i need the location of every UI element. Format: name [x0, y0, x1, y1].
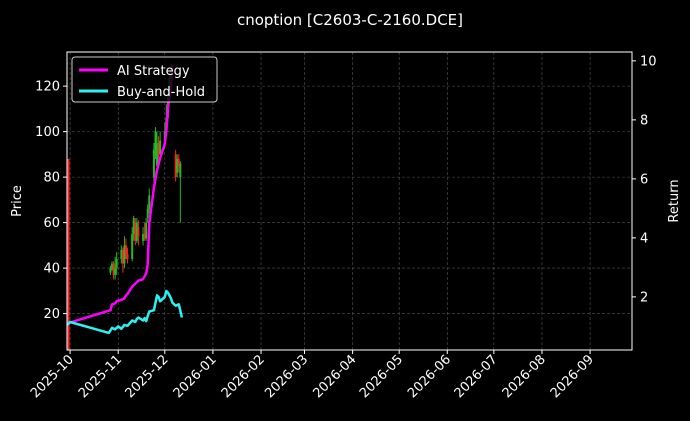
- candle-body: [131, 233, 134, 260]
- y-tick-label: 40: [43, 262, 60, 277]
- candle-body: [134, 222, 137, 241]
- x-tick-label: 2026-06: [405, 352, 454, 401]
- y2-tick-label: 4: [640, 231, 648, 246]
- y-axis-right: 2 4 6 8 10: [632, 54, 657, 305]
- candle-body: [143, 233, 146, 239]
- candle-body: [179, 163, 182, 178]
- candle-body: [135, 222, 138, 241]
- candle-body: [152, 149, 155, 178]
- candle-body: [114, 268, 117, 275]
- y2-tick-label: 6: [640, 172, 648, 187]
- candle-body: [159, 140, 162, 155]
- candle-body: [123, 245, 126, 264]
- x-tick-label: 2025-12: [123, 352, 172, 401]
- candle-body: [111, 263, 114, 269]
- candle-body: [137, 227, 140, 237]
- y-tick-label: 120: [35, 80, 60, 95]
- x-tick-label: 2026-03: [262, 352, 311, 401]
- legend-box: [71, 56, 218, 103]
- candle-body: [156, 142, 159, 166]
- x-tick-label: 2026-08: [500, 352, 549, 401]
- x-tick-label: 2026-09: [548, 352, 597, 401]
- candle-body: [112, 263, 115, 275]
- candle-body: [154, 131, 157, 150]
- candle-body: [176, 158, 179, 173]
- candle-body: [157, 142, 160, 155]
- x-tick-label: 2026-04: [310, 352, 359, 401]
- y-tick-label: 20: [43, 307, 60, 322]
- candle-body: [132, 218, 135, 234]
- y-axis-left: 20 40 60 80 100 120: [35, 80, 67, 322]
- candle-body: [124, 245, 127, 255]
- y2-tick-label: 2: [640, 290, 648, 305]
- x-tick-label: 2026-01: [171, 352, 220, 401]
- y-tick-label: 80: [43, 171, 60, 186]
- grid: [67, 52, 632, 350]
- candle-body: [148, 195, 151, 209]
- candle-body: [146, 208, 149, 219]
- candlesticks: [67, 63, 182, 350]
- y-tick-label: 60: [43, 216, 60, 231]
- x-tick-label: 2025-10: [28, 352, 77, 401]
- y-tick-label: 100: [35, 125, 60, 140]
- x-tick-label: 2026-02: [219, 352, 268, 401]
- plot-frame: [66, 51, 633, 351]
- candle-body: [67, 158, 70, 350]
- chart-title: cnoption [C2603-C-2160.DCE]: [237, 11, 463, 29]
- series-line-0: [66, 65, 174, 325]
- candle-body: [126, 254, 129, 260]
- candle-body: [109, 268, 112, 273]
- candle-body: [121, 249, 124, 264]
- candle-body: [145, 222, 148, 239]
- candle-body: [177, 158, 180, 166]
- legend: AI Strategy Buy-and-Hold: [71, 56, 218, 103]
- candle-body: [174, 154, 177, 178]
- y2-tick-label: 10: [640, 54, 657, 69]
- x-tick-label: 2025-11: [76, 352, 125, 401]
- legend-label-ai-strategy: AI Strategy: [117, 64, 190, 79]
- candle-body: [120, 249, 123, 260]
- x-tick-label: 2026-05: [357, 352, 406, 401]
- legend-label-buy-and-hold: Buy-and-Hold: [117, 85, 205, 100]
- candle-body: [142, 233, 145, 241]
- series-lines: [66, 65, 184, 335]
- y2-axis-label: Return: [667, 179, 682, 222]
- candle-body: [115, 259, 118, 269]
- y2-tick-label: 8: [640, 113, 648, 128]
- series-line-1: [66, 289, 184, 335]
- y-axis-label: Price: [10, 185, 25, 217]
- x-tick-label: 2026-07: [452, 352, 501, 401]
